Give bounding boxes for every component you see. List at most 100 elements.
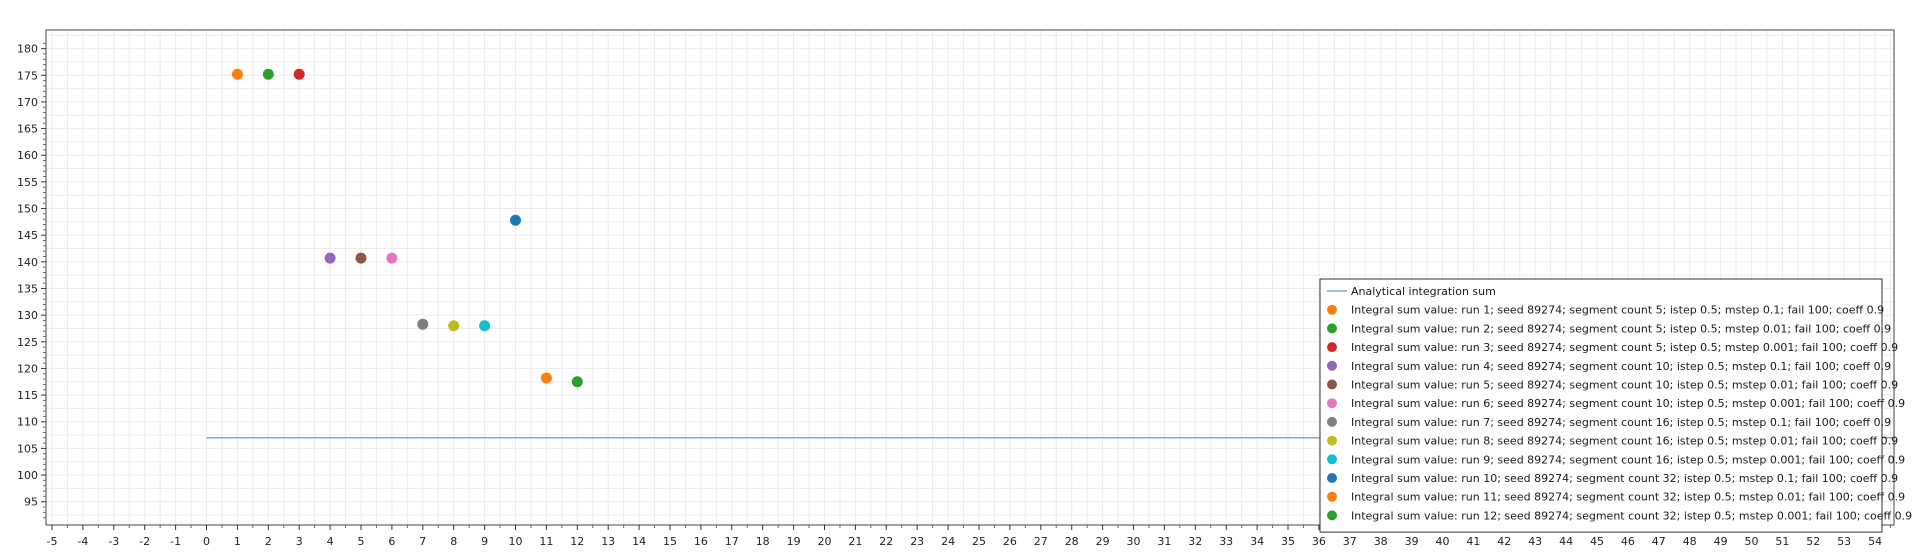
data-points xyxy=(231,68,583,388)
legend-entry-run-8: Integral sum value: run 8; seed 89274; s… xyxy=(1351,435,1898,448)
y-tick-label: 155 xyxy=(17,176,38,189)
y-tick-label: 140 xyxy=(17,256,38,269)
x-tick-label: 33 xyxy=(1219,535,1233,548)
legend-marker-run-11 xyxy=(1327,491,1337,502)
data-point-run-4 xyxy=(324,252,336,264)
x-tick-label: 48 xyxy=(1683,535,1697,548)
legend-marker-run-3 xyxy=(1327,342,1337,353)
x-tick-label: 52 xyxy=(1806,535,1820,548)
x-tick-label: 39 xyxy=(1405,535,1419,548)
x-tick-label: 54 xyxy=(1868,535,1882,548)
legend-marker-run-2 xyxy=(1327,323,1337,334)
y-tick-label: 145 xyxy=(17,229,38,242)
legend-marker-run-10 xyxy=(1327,473,1337,483)
x-tick-label: 47 xyxy=(1652,535,1666,548)
x-tick-label: 35 xyxy=(1281,535,1295,548)
y-tick-label: 135 xyxy=(17,282,38,295)
legend-marker-run-7 xyxy=(1327,416,1337,427)
data-point-run-6 xyxy=(386,252,398,264)
x-tick-label: 8 xyxy=(450,535,457,548)
x-tick-label: 14 xyxy=(632,535,646,548)
y-tick-label: 130 xyxy=(17,309,38,322)
data-point-run-12 xyxy=(571,376,583,388)
data-point-run-10 xyxy=(510,214,521,226)
data-point-run-3 xyxy=(293,68,305,80)
x-tick-label: 18 xyxy=(756,535,770,548)
x-tick-label: 34 xyxy=(1250,535,1264,548)
legend-marker-run-6 xyxy=(1327,398,1337,409)
x-tick-label: 29 xyxy=(1096,535,1110,548)
legend-entry-run-6: Integral sum value: run 6; seed 89274; s… xyxy=(1351,397,1905,410)
y-tick-label: 95 xyxy=(24,496,38,509)
x-tick-label: 45 xyxy=(1590,535,1604,548)
y-tick-label: 120 xyxy=(17,362,38,375)
legend-marker-run-9 xyxy=(1327,454,1337,465)
legend-marker-run-12 xyxy=(1327,510,1337,521)
legend: Analytical integration sum Integral sum v… xyxy=(1319,278,1912,533)
x-tick-label: 26 xyxy=(1003,535,1017,548)
x-tick-label: 38 xyxy=(1374,535,1388,548)
x-tick-label: 27 xyxy=(1034,535,1048,548)
data-point-run-1 xyxy=(231,68,243,80)
legend-entry-run-4: Integral sum value: run 4; seed 89274; s… xyxy=(1351,360,1891,373)
legend-entry-run-2: Integral sum value: run 2; seed 89274; s… xyxy=(1351,322,1891,335)
x-tick-label: 7 xyxy=(419,535,426,548)
x-tick-label: 46 xyxy=(1621,535,1635,548)
y-tick-label: 110 xyxy=(17,416,38,429)
x-tick-label: 32 xyxy=(1188,535,1202,548)
legend-entry-run-12: Integral sum value: run 12; seed 89274; … xyxy=(1351,509,1912,522)
legend-entry-run-7: Integral sum value: run 7; seed 89274; s… xyxy=(1351,416,1891,429)
x-tick-label: -1 xyxy=(170,535,181,548)
x-tick-label: 53 xyxy=(1837,535,1851,548)
data-point-run-5 xyxy=(355,252,367,264)
y-tick-label: 160 xyxy=(17,149,38,162)
legend-entry-run-5: Integral sum value: run 5; seed 89274; s… xyxy=(1351,379,1898,392)
x-tick-label: 41 xyxy=(1466,535,1480,548)
x-tick-label: 0 xyxy=(203,535,210,548)
x-tick-label: 31 xyxy=(1157,535,1171,548)
x-tick-label: 44 xyxy=(1559,535,1573,548)
x-tick-label: -3 xyxy=(108,535,119,548)
x-tick-label: 2 xyxy=(265,535,272,548)
x-tick-label: 50 xyxy=(1745,535,1759,548)
x-tick-label: 13 xyxy=(601,535,615,548)
y-tick-label: 105 xyxy=(17,442,38,455)
legend-marker-run-4 xyxy=(1327,360,1337,371)
x-tick-label: 51 xyxy=(1775,535,1789,548)
data-point-run-8 xyxy=(448,320,460,332)
legend-box xyxy=(1319,278,1883,533)
x-tick-label: 42 xyxy=(1497,535,1511,548)
y-tick-label: 180 xyxy=(17,43,38,56)
x-tick-label: 49 xyxy=(1714,535,1728,548)
legend-marker-run-8 xyxy=(1327,435,1337,446)
y-tick-label: 175 xyxy=(17,69,38,82)
x-tick-label: 40 xyxy=(1436,535,1450,548)
x-tick-label: 12 xyxy=(570,535,584,548)
legend-marker-run-5 xyxy=(1327,379,1337,390)
x-tick-label: 22 xyxy=(879,535,893,548)
data-point-run-2 xyxy=(262,68,274,80)
data-point-run-9 xyxy=(479,320,491,332)
legend-entry-run-1: Integral sum value: run 1; seed 89274; s… xyxy=(1351,304,1884,317)
y-tick-label: 150 xyxy=(17,203,38,216)
y-tick-label: 170 xyxy=(17,96,38,109)
x-tick-label: 19 xyxy=(787,535,801,548)
x-tick-label: 10 xyxy=(509,535,523,548)
x-tick-label: 43 xyxy=(1528,535,1542,548)
y-tick-label: 100 xyxy=(17,469,38,482)
x-tick-label: 25 xyxy=(972,535,986,548)
y-tick-label: 125 xyxy=(17,336,38,349)
x-tick-label: 4 xyxy=(327,535,334,548)
x-tick-label: 15 xyxy=(663,535,677,548)
data-point-run-11 xyxy=(540,372,552,384)
legend-entry-analytical: Analytical integration sum xyxy=(1351,285,1496,298)
x-tick-label: 1 xyxy=(234,535,241,548)
legend-entry-run-11: Integral sum value: run 11; seed 89274; … xyxy=(1351,491,1905,504)
x-tick-label: 17 xyxy=(725,535,739,548)
x-tick-label: 16 xyxy=(694,535,708,548)
x-tick-label: 6 xyxy=(388,535,395,548)
y-tick-label: 115 xyxy=(17,389,38,402)
x-tick-label: 24 xyxy=(941,535,955,548)
x-tick-label: 23 xyxy=(910,535,924,548)
